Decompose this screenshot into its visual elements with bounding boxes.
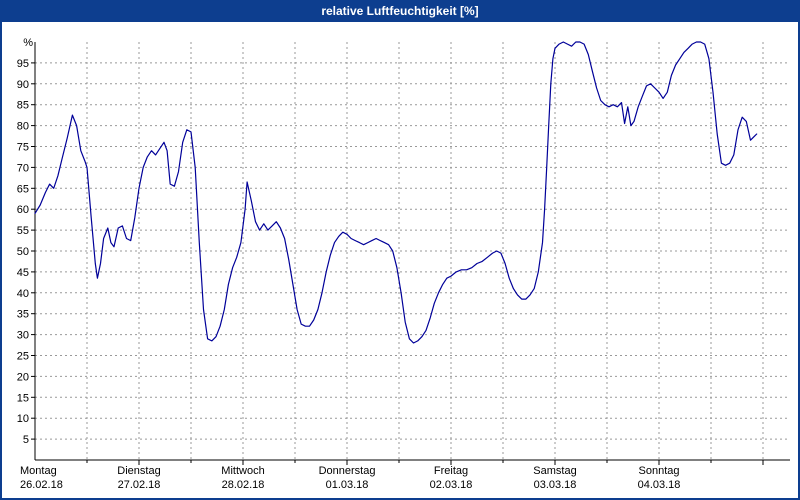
svg-text:70: 70	[17, 162, 29, 174]
svg-text:15: 15	[17, 392, 29, 404]
svg-text:80: 80	[17, 121, 29, 133]
svg-text:55: 55	[17, 225, 29, 237]
svg-text:85: 85	[17, 100, 29, 112]
day-date-label: 03.03.18	[534, 479, 577, 491]
day-name-label: Mittwoch	[221, 465, 264, 477]
day-date-label: 04.03.18	[638, 479, 681, 491]
day-name-label: Donnerstag	[319, 465, 376, 477]
day-name-label: Freitag	[434, 465, 468, 477]
title-bar: relative Luftfeuchtigkeit [%]	[0, 0, 800, 22]
svg-text:90: 90	[17, 79, 29, 91]
svg-text:50: 50	[17, 246, 29, 258]
svg-text:30: 30	[17, 330, 29, 342]
day-name-label: Dienstag	[117, 465, 160, 477]
svg-text:40: 40	[17, 288, 29, 300]
svg-text:60: 60	[17, 204, 29, 216]
x-axis-labels: Montag 26.02.18 Dienstag 27.02.18 Mittwoch 28…	[20, 465, 680, 491]
axes	[31, 42, 790, 465]
day-date-label: 01.03.18	[326, 479, 369, 491]
day-date-label: 27.02.18	[118, 479, 161, 491]
svg-text:25: 25	[17, 351, 29, 363]
svg-text:10: 10	[17, 413, 29, 425]
humidity-chart: % 5 10 15 20 25 30 35 40 45 50 55 60 65 70 75 80 85 90 95 M…	[17, 37, 790, 491]
svg-text:75: 75	[17, 142, 29, 154]
gridlines	[35, 42, 790, 460]
day-name-label: Sonntag	[639, 465, 680, 477]
svg-text:45: 45	[17, 267, 29, 279]
svg-text:20: 20	[17, 371, 29, 383]
y-axis-unit-label: %	[23, 37, 33, 49]
day-date-label: 02.03.18	[430, 479, 473, 491]
y-axis-labels: 5 10 15 20 25 30 35 40 45 50 55 60 65 70 75 80 85 90 95	[17, 58, 29, 446]
humidity-line	[34, 41, 758, 344]
svg-text:95: 95	[17, 58, 29, 70]
day-name-label: Montag	[20, 465, 57, 477]
svg-text:5: 5	[23, 434, 29, 446]
svg-text:65: 65	[17, 183, 29, 195]
day-name-label: Samstag	[533, 465, 576, 477]
day-date-label: 28.02.18	[222, 479, 265, 491]
svg-text:35: 35	[17, 309, 29, 321]
day-date-label: 26.02.18	[20, 479, 63, 491]
page-title: relative Luftfeuchtigkeit [%]	[321, 4, 479, 18]
